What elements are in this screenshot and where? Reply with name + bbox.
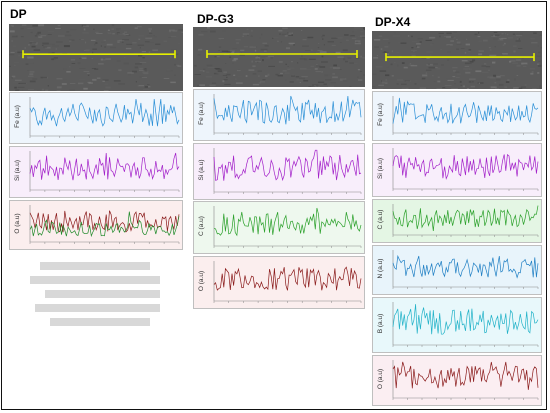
linescan-panel-dp-o: O (a.u) (9, 200, 183, 250)
panel-axis-label: N (a.u) (377, 259, 384, 279)
column-title-dp-g3: DP-G3 (194, 12, 237, 26)
panel-axis-label: O (a.u) (14, 213, 21, 233)
linescan-panel-dp-si: Si (a.u) (9, 146, 183, 198)
linescan-panel-dp-x4-fe: Fe (a.u) (372, 91, 542, 141)
linescan-panel-dp-g3-c: C (a.u) (193, 201, 365, 254)
sem-image-dp-x4 (372, 31, 547, 91)
signal-trace (392, 361, 539, 390)
panel-axis-label: O (a.u) (198, 271, 205, 291)
panel-axis-label: Fe (a.u) (198, 102, 205, 125)
panel-axis-label: Fe (a.u) (377, 103, 384, 126)
faint-bar (45, 290, 160, 298)
signal-trace (392, 97, 539, 124)
linescan-panel-dp-x4-n: N (a.u) (372, 245, 542, 295)
linescan-panel-dp-g3-si: Si (a.u) (193, 143, 365, 200)
panel-axis-label: Si (a.u) (377, 158, 384, 179)
signal-trace (213, 207, 362, 237)
signal-trace (213, 95, 362, 125)
panel-axis-label: O (a.u) (377, 369, 384, 389)
linescan-panel-dp-x4-b: B (a.u) (372, 297, 542, 353)
signal-trace (29, 152, 180, 181)
linescan-panel-dp-g3-o: O (a.u) (193, 256, 365, 309)
linescan-panel-dp-x4-si: Si (a.u) (372, 143, 542, 197)
sem-micrograph (372, 31, 547, 91)
faint-bar (35, 304, 160, 312)
linescan-panel-dp-g3-fe: Fe (a.u) (193, 89, 365, 141)
panel-axis-label: C (a.u) (377, 210, 384, 230)
sem-image-dp (9, 24, 186, 93)
signal-trace (29, 98, 180, 127)
panel-axis-label: B (a.u) (377, 314, 384, 334)
linescan-panel-dp-x4-o: O (a.u) (372, 355, 542, 406)
panel-axis-label: Si (a.u) (14, 160, 21, 181)
linescan-panel-dp-x4-c: C (a.u) (372, 199, 542, 243)
linescan-panel-dp-fe: Fe (a.u) (9, 92, 183, 144)
signal-trace (392, 304, 539, 335)
signal-trace (29, 210, 180, 233)
column-title-dp: DP (7, 7, 30, 21)
column-title-dp-x4: DP-X4 (372, 15, 414, 29)
signal-trace (213, 149, 362, 182)
sem-micrograph (193, 27, 371, 89)
signal-trace-secondary (29, 211, 180, 238)
faint-bar (40, 262, 150, 270)
signal-trace (213, 266, 362, 291)
signal-trace (392, 205, 539, 232)
sem-image-dp-g3 (193, 27, 371, 89)
faint-bar (50, 318, 150, 326)
signal-trace (392, 154, 539, 180)
sem-micrograph (9, 24, 186, 93)
panel-axis-label: C (a.u) (198, 216, 205, 236)
panel-axis-label: Si (a.u) (198, 160, 205, 181)
panel-axis-label: Fe (a.u) (14, 105, 21, 128)
signal-trace (392, 254, 539, 279)
faint-bar (30, 276, 160, 284)
